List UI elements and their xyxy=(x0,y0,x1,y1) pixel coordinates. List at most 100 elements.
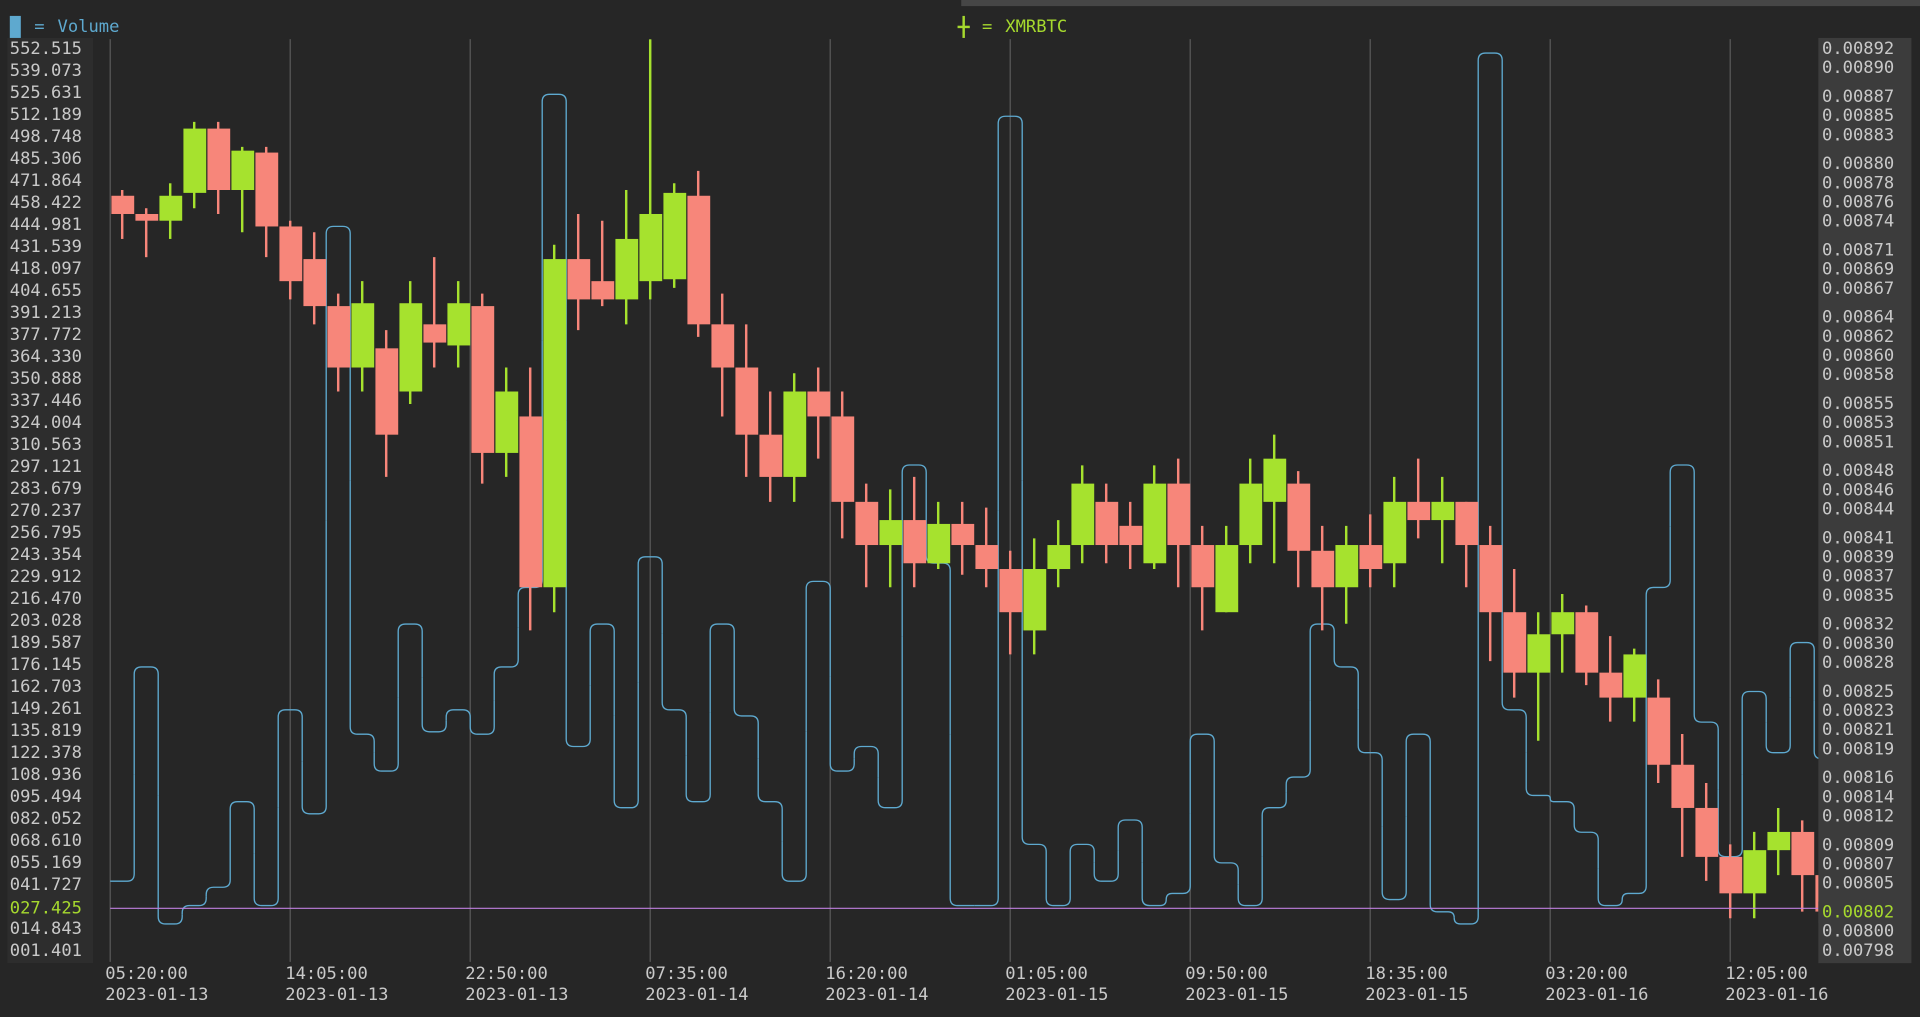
volume-line xyxy=(1621,740,1647,900)
volume-line xyxy=(349,480,375,753)
volume-line xyxy=(613,682,639,809)
top-bar xyxy=(961,0,1920,7)
y-tick-label: 350.888 xyxy=(10,369,82,389)
candle-body xyxy=(855,501,879,546)
y-tick-label: 283.679 xyxy=(10,479,82,499)
candle-body xyxy=(399,303,423,392)
volume-line xyxy=(421,677,447,733)
volume-line xyxy=(565,420,591,748)
y2-tick-label: 0.00874 xyxy=(1822,212,1894,232)
y2-tick-label: 0.00890 xyxy=(1822,58,1894,78)
y-tick-label: 512.189 xyxy=(10,105,82,125)
volume-line xyxy=(1261,792,1287,857)
y2-tick-label: 0.00844 xyxy=(1822,500,1894,520)
y2-tick-label: 0.00835 xyxy=(1822,586,1894,606)
y-tick-label: 256.795 xyxy=(10,523,82,543)
candle-body xyxy=(519,416,543,588)
candle-body xyxy=(1119,525,1143,546)
volume-line xyxy=(1477,52,1503,489)
volume-line xyxy=(109,774,135,882)
y2-tick-label: 0.00871 xyxy=(1822,240,1894,260)
y-tick-label: 243.354 xyxy=(10,545,82,565)
volume-line xyxy=(1549,798,1575,817)
candle-body xyxy=(279,226,303,282)
candle-body xyxy=(1023,569,1047,631)
candle-body xyxy=(831,416,855,502)
y2-tick-label: 0.00816 xyxy=(1822,768,1894,788)
volume-line xyxy=(973,510,999,907)
y2-tick-label: 0.00798 xyxy=(1822,941,1894,961)
y2-tick-label: 0.00830 xyxy=(1822,634,1894,654)
volume-line xyxy=(1141,862,1167,907)
x-tick-label: 22:50:00 xyxy=(465,964,548,984)
y2-tick-label: 0.00848 xyxy=(1822,461,1894,481)
y2-tick-label: 0.00892 xyxy=(1822,39,1894,59)
volume-line xyxy=(589,623,615,716)
volume-line xyxy=(1165,813,1191,900)
y2-tick-label: 0.00855 xyxy=(1822,394,1894,414)
volume-line xyxy=(781,731,807,882)
volume-line xyxy=(133,666,159,796)
candle-body xyxy=(1455,501,1479,546)
y-tick-label: 539.073 xyxy=(10,61,82,81)
candle-body xyxy=(231,150,255,191)
x-tick-label: 05:20:00 xyxy=(105,964,188,984)
volume-line xyxy=(1597,868,1623,907)
candle-body xyxy=(327,306,351,368)
candle-body xyxy=(447,303,471,346)
candle-body xyxy=(1527,634,1551,673)
y-tick-label: 324.004 xyxy=(10,413,82,433)
candle-body xyxy=(183,128,207,193)
y2-tick-label: 0.00887 xyxy=(1822,87,1894,107)
y2-tick-label: 0.00800 xyxy=(1822,922,1894,942)
volume-line xyxy=(469,700,495,735)
y2-tick-label: 0.00880 xyxy=(1822,154,1894,174)
candle-body xyxy=(207,128,231,191)
y-tick-label: 055.169 xyxy=(10,853,82,873)
candle-body xyxy=(1719,856,1743,894)
y2-tick-label: 0.00819 xyxy=(1822,739,1894,759)
x-tick-label: 03:20:00 xyxy=(1545,964,1628,984)
x-tick-label: 01:05:00 xyxy=(1005,964,1088,984)
y2-tick-label: 0.00851 xyxy=(1822,432,1894,452)
candle-body xyxy=(1695,807,1719,857)
y2-tick-label: 0.00878 xyxy=(1822,173,1894,193)
y2-tick-label: 0.00864 xyxy=(1822,308,1894,328)
last-price-bg xyxy=(1818,901,1912,924)
candle-body xyxy=(1647,697,1671,765)
y-tick-label: 189.587 xyxy=(10,633,82,653)
y2-tick-label: 0.00876 xyxy=(1822,192,1894,212)
volume-line xyxy=(1069,843,1095,875)
candle-body xyxy=(111,195,135,214)
candle-body xyxy=(1575,612,1599,673)
volume-line xyxy=(1693,593,1719,790)
volume-line xyxy=(733,669,759,759)
y2-tick-label: 0.00807 xyxy=(1822,855,1894,875)
candle-body xyxy=(591,281,615,300)
volume-line xyxy=(1453,488,1479,925)
y-tick-label: 444.981 xyxy=(10,215,82,235)
y2-tick-label: 0.00832 xyxy=(1822,615,1894,635)
y2-tick-label: 0.00853 xyxy=(1822,413,1894,433)
y-tick-label: 418.097 xyxy=(10,259,82,279)
volume-line xyxy=(757,758,783,842)
y2-tick-label: 0.00841 xyxy=(1822,528,1894,548)
volume-line xyxy=(1525,752,1551,799)
right-axis-panel xyxy=(1818,37,1912,964)
x-tick-label: 2023-01-13 xyxy=(285,985,388,1005)
legend-separator: = xyxy=(34,17,44,37)
y-tick-label: 377.772 xyxy=(10,325,82,345)
volume-line xyxy=(157,795,183,925)
y-tick-label: 471.864 xyxy=(10,171,82,191)
volume-line xyxy=(1117,819,1143,863)
x-tick-label: 2023-01-14 xyxy=(825,985,928,1005)
y-tick-label: 552.515 xyxy=(10,39,82,59)
y-tick-label: 498.748 xyxy=(10,127,82,147)
candle-body xyxy=(1143,483,1167,564)
volume-line xyxy=(1045,874,1071,907)
candle-body xyxy=(735,367,759,435)
candle-body xyxy=(1407,501,1431,521)
y-tick-label: 082.052 xyxy=(10,809,82,829)
